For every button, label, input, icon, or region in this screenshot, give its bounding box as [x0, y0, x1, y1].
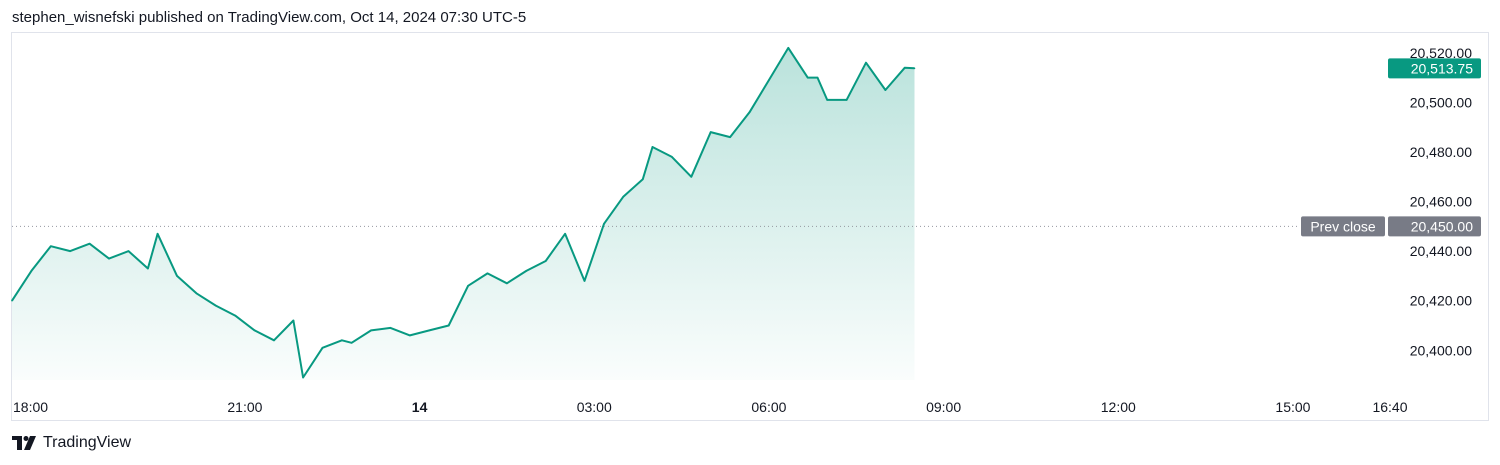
- data-point: [389, 327, 392, 329]
- data-point: [768, 79, 770, 81]
- data-point: [214, 304, 217, 307]
- data-point: [88, 242, 91, 245]
- y-tick-label: 20,400.00: [1410, 342, 1472, 358]
- data-point: [11, 299, 13, 302]
- data-point: [709, 131, 712, 133]
- data-point: [30, 270, 33, 272]
- data-point: [370, 329, 372, 332]
- data-point: [690, 175, 693, 178]
- x-tick-label: 21:00: [227, 399, 262, 415]
- x-tick-label: 03:00: [577, 399, 612, 415]
- data-point: [341, 339, 343, 342]
- data-point: [651, 146, 654, 148]
- data-point: [321, 346, 324, 349]
- chart-frame: [11, 32, 1489, 421]
- x-tick-label: 16:40: [1372, 399, 1407, 415]
- brand-name: TradingView: [43, 434, 132, 451]
- data-point: [583, 280, 586, 282]
- data-point: [525, 270, 528, 272]
- data-point: [156, 232, 159, 235]
- data-point: [506, 282, 508, 285]
- data-point: [447, 324, 450, 327]
- last-price-badge: [1388, 58, 1481, 79]
- data-point: [671, 156, 673, 158]
- prev-close-value: 20,450.00: [1411, 218, 1473, 234]
- data-point: [69, 250, 72, 252]
- y-tick-label: 20,440.00: [1410, 243, 1472, 259]
- data-point: [350, 342, 353, 344]
- y-tick-label: 20,500.00: [1410, 94, 1472, 110]
- tradingview-logo-icon: [12, 436, 36, 450]
- data-point: [253, 329, 256, 332]
- x-tick-label: 06:00: [751, 399, 786, 415]
- data-point: [748, 111, 751, 114]
- data-point: [622, 195, 625, 198]
- data-point: [913, 67, 916, 70]
- data-point: [564, 232, 566, 235]
- x-tick-label: 15:00: [1275, 399, 1310, 415]
- data-point: [50, 245, 52, 247]
- data-point: [641, 178, 644, 181]
- data-point: [486, 272, 489, 275]
- data-point: [903, 66, 906, 69]
- data-point: [826, 99, 828, 101]
- data-point: [467, 285, 469, 287]
- prev-close-value-badge: [1388, 216, 1481, 237]
- prev-close-tag-badge: [1301, 216, 1385, 237]
- last-price-label: 20,513.75: [1411, 60, 1473, 76]
- prev-close-tag: Prev close: [1310, 218, 1376, 234]
- data-point: [234, 314, 236, 317]
- footer: TradingView: [12, 434, 131, 452]
- data-point: [176, 275, 178, 277]
- data-point: [806, 76, 809, 79]
- x-tick-label: 09:00: [926, 399, 961, 415]
- data-point: [409, 334, 411, 337]
- data-point: [195, 292, 198, 295]
- data-point: [603, 223, 605, 225]
- series-area-fill: [12, 47, 915, 381]
- data-point: [127, 250, 130, 252]
- y-tick-label: 20,520.00: [1410, 45, 1472, 61]
- data-point: [108, 257, 110, 260]
- data-point: [787, 47, 790, 49]
- data-point: [302, 376, 304, 379]
- data-point: [729, 136, 731, 138]
- data-point: [273, 339, 275, 342]
- data-point: [845, 99, 848, 101]
- data-point: [816, 76, 819, 79]
- data-point: [884, 89, 887, 91]
- x-tick-label: 14: [412, 399, 428, 415]
- y-tick-label: 20,480.00: [1410, 144, 1472, 160]
- data-point: [865, 61, 867, 64]
- data-point: [147, 267, 149, 270]
- data-point: [544, 260, 547, 262]
- x-tick-label: 18:00: [13, 399, 48, 415]
- y-tick-label: 20,460.00: [1410, 194, 1472, 210]
- x-tick-label: 12:00: [1101, 399, 1136, 415]
- data-point: [292, 319, 295, 322]
- y-tick-label: 20,420.00: [1410, 293, 1472, 309]
- data-point: [428, 329, 431, 332]
- publisher-line: stephen_wisnefski published on TradingVi…: [12, 9, 527, 26]
